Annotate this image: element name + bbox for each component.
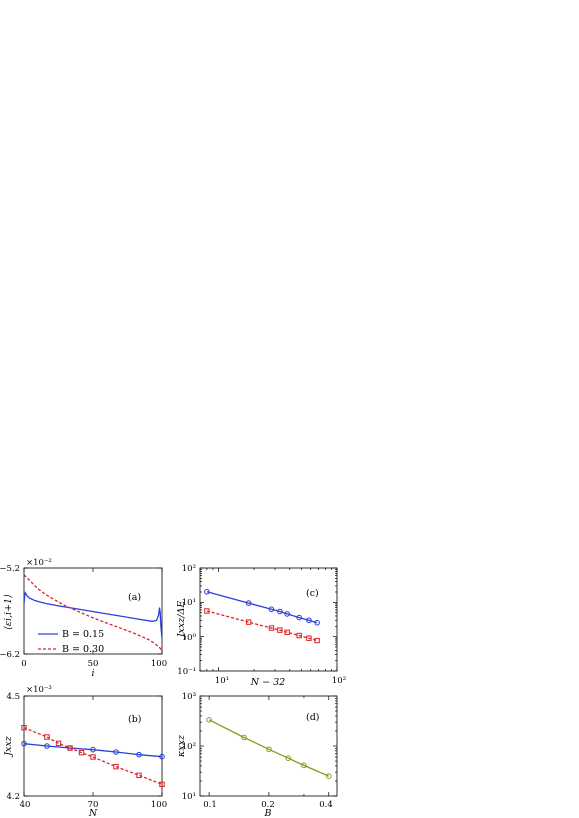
panel-c-point <box>296 614 302 621</box>
panel-c-ylabel: Jxxz/ΔE <box>176 601 187 640</box>
panel-d-xtick-1: 0.2 <box>261 800 275 810</box>
panel-d-series-0-line <box>208 719 330 777</box>
panel-a-series-0-line <box>23 591 163 639</box>
panel-c-point <box>314 619 320 626</box>
panel-b-point <box>136 751 142 758</box>
panel-c-point <box>245 600 252 606</box>
panel-c-point <box>306 617 312 624</box>
panel-c-point <box>277 627 283 633</box>
panel-c-label: (c) <box>306 588 319 599</box>
panel-b-point <box>136 772 142 779</box>
panel-c-point <box>277 608 283 615</box>
panel-d-xtick-0: 0.1 <box>203 800 217 810</box>
panel-c-xlabel: N − 32 <box>250 677 285 688</box>
panel-a-legend: B = 0.15 B = 0.30 <box>38 629 104 655</box>
legend-label-b030: B = 0.30 <box>62 644 104 655</box>
panel-c-frame <box>199 567 338 672</box>
panel-b-point <box>90 754 96 760</box>
panel-d-point <box>285 755 291 762</box>
panel-c-point <box>204 588 210 595</box>
panel-d-xlabel: B <box>264 808 272 818</box>
panel-c-point <box>296 632 302 639</box>
panel-d-point <box>301 762 307 769</box>
panel-b-point <box>44 743 50 749</box>
panel-d-point <box>241 734 247 741</box>
panel-c-ytick-0: 10² <box>182 564 196 574</box>
panel-b-point <box>113 749 119 755</box>
panel-a-xtick-0: 0 <box>21 659 26 669</box>
panel-b-point <box>159 781 165 788</box>
panel-b: (b) ×10⁻³ 4.5 4.2 40 70 100 N Jxxz <box>3 685 167 818</box>
panel-c-point <box>245 619 252 625</box>
panel-b-point <box>44 734 50 740</box>
panel-b-label: (b) <box>128 714 142 725</box>
panel-d-point <box>206 717 212 723</box>
panel-b-xtick-1: 70 <box>88 800 99 810</box>
panel-b-point <box>21 724 27 731</box>
panel-b-xtick-2: 100 <box>151 800 167 810</box>
panel-a-xtick-2: 100 <box>151 659 167 669</box>
panel-b-point <box>78 749 85 756</box>
panel-b-xlabel: N <box>88 808 98 818</box>
panel-d: (d) 10³ 10² 10¹ 0.1 0.2 0.4 B κxxz <box>176 692 338 818</box>
panel-b-point <box>113 763 119 770</box>
panel-a-series-1-line <box>23 574 163 651</box>
panel-b-point <box>159 753 165 760</box>
panel-a-ytick-bottom: −6.2 <box>0 650 20 660</box>
panel-a-ytick-top: −5.2 <box>0 564 20 574</box>
panel-d-frame <box>199 695 338 797</box>
panel-a-label: (a) <box>128 592 141 603</box>
panel-a-exponent: ×10⁻² <box>26 558 52 568</box>
panel-c-xtick-1: 10² <box>332 676 346 686</box>
panel-b-series-1-line <box>23 727 163 785</box>
panel-b-point <box>67 745 73 751</box>
panel-b-ytick-bottom: 4.2 <box>6 792 20 802</box>
panel-a-xtick-1: 50 <box>88 659 99 669</box>
panel-c-point <box>306 635 312 641</box>
panel-d-point <box>325 773 332 779</box>
panel-c-point <box>268 606 275 613</box>
panel-b-xtick-0: 40 <box>20 800 31 810</box>
panel-c-point <box>284 629 290 636</box>
panel-d-point <box>266 746 272 753</box>
panel-a-xlabel: i <box>91 668 94 679</box>
panel-d-ytick-2: 10¹ <box>182 792 196 802</box>
panel-d-ytick-0: 10³ <box>182 692 196 702</box>
panel-c-series-0-line <box>206 591 318 624</box>
panel-d-ytick-1: 10² <box>182 742 196 752</box>
panel-c-series-1-line <box>206 610 318 642</box>
panel-a-ylabel: ⟨εi,i+1⟩ <box>3 594 14 630</box>
panel-b-point <box>55 740 62 747</box>
panel-b-exponent: ×10⁻³ <box>26 685 52 695</box>
panel-c-ytick-2: 10⁰ <box>182 633 197 643</box>
panel-c: (c) 10² 10¹ 10⁰ 10⁻¹ 10¹ 10² N − 32 Jxxz… <box>176 564 346 688</box>
panel-d-label: (d) <box>306 712 320 723</box>
panel-c-point <box>204 608 210 614</box>
panel-c-point <box>268 625 275 631</box>
panel-b-ylabel: Jxxz <box>3 735 14 758</box>
panel-b-series-0-line <box>23 743 163 758</box>
panel-c-point <box>314 637 320 644</box>
panel-c-xtick-0: 10¹ <box>215 676 229 686</box>
panel-d-ylabel: κxxz <box>176 734 187 758</box>
panel-d-xtick-2: 0.4 <box>319 800 333 810</box>
panel-b-point <box>21 740 27 747</box>
panel-c-point <box>284 611 290 617</box>
panel-a: (a) ×10⁻² −5.2 −6.2 0 50 100 i ⟨εi,i+1⟩ … <box>0 558 167 679</box>
panel-b-point <box>90 746 96 753</box>
panel-c-ytick-1: 10¹ <box>182 598 196 608</box>
legend-label-b015: B = 0.15 <box>62 629 104 640</box>
panel-b-ytick-top: 4.5 <box>6 692 20 702</box>
panel-c-ytick-3: 10⁻¹ <box>177 667 196 677</box>
